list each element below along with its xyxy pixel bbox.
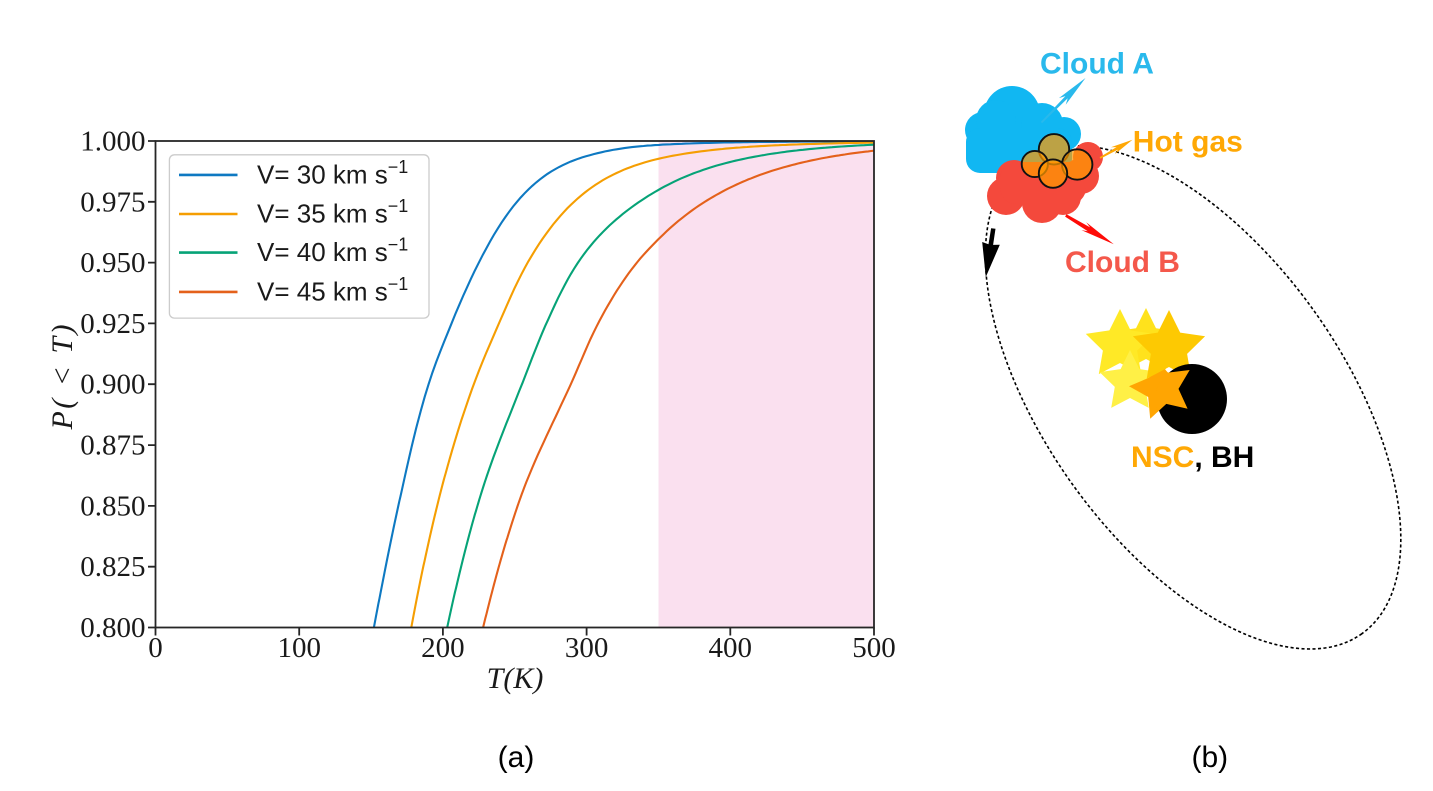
svg-text:(b): (b) (1192, 741, 1229, 774)
svg-text:0.950: 0.950 (80, 247, 145, 279)
svg-text:500: 500 (852, 632, 896, 664)
svg-text:V= 45 km s−1: V= 45 km s−1 (257, 274, 408, 307)
svg-text:300: 300 (565, 632, 609, 664)
svg-text:T(K): T(K) (487, 662, 544, 695)
svg-text:0.850: 0.850 (80, 490, 145, 522)
svg-text:100: 100 (277, 632, 321, 664)
svg-text:0: 0 (148, 632, 163, 664)
svg-text:1.000: 1.000 (80, 126, 145, 158)
svg-text:V= 35 km s−1: V= 35 km s−1 (257, 196, 408, 229)
svg-text:0.975: 0.975 (80, 186, 145, 218)
svg-text:0.875: 0.875 (80, 430, 145, 462)
svg-text:200: 200 (421, 632, 465, 664)
svg-text:V= 40 km s−1: V= 40 km s−1 (257, 235, 408, 268)
svg-text:0.925: 0.925 (80, 308, 145, 340)
svg-text:0.900: 0.900 (80, 369, 145, 401)
svg-text:NSC, BH: NSC, BH (1131, 441, 1254, 474)
svg-text:400: 400 (709, 632, 753, 664)
svg-text:P( < T): P( < T) (46, 325, 79, 431)
svg-text:0.800: 0.800 (80, 612, 145, 644)
svg-text:V= 30 km s−1: V= 30 km s−1 (257, 157, 408, 190)
svg-text:Cloud B: Cloud B (1065, 246, 1180, 279)
svg-text:(a): (a) (498, 741, 535, 774)
svg-text:Cloud A: Cloud A (1040, 48, 1154, 81)
svg-text:0.825: 0.825 (80, 551, 145, 583)
svg-text:Hot gas: Hot gas (1133, 126, 1243, 159)
